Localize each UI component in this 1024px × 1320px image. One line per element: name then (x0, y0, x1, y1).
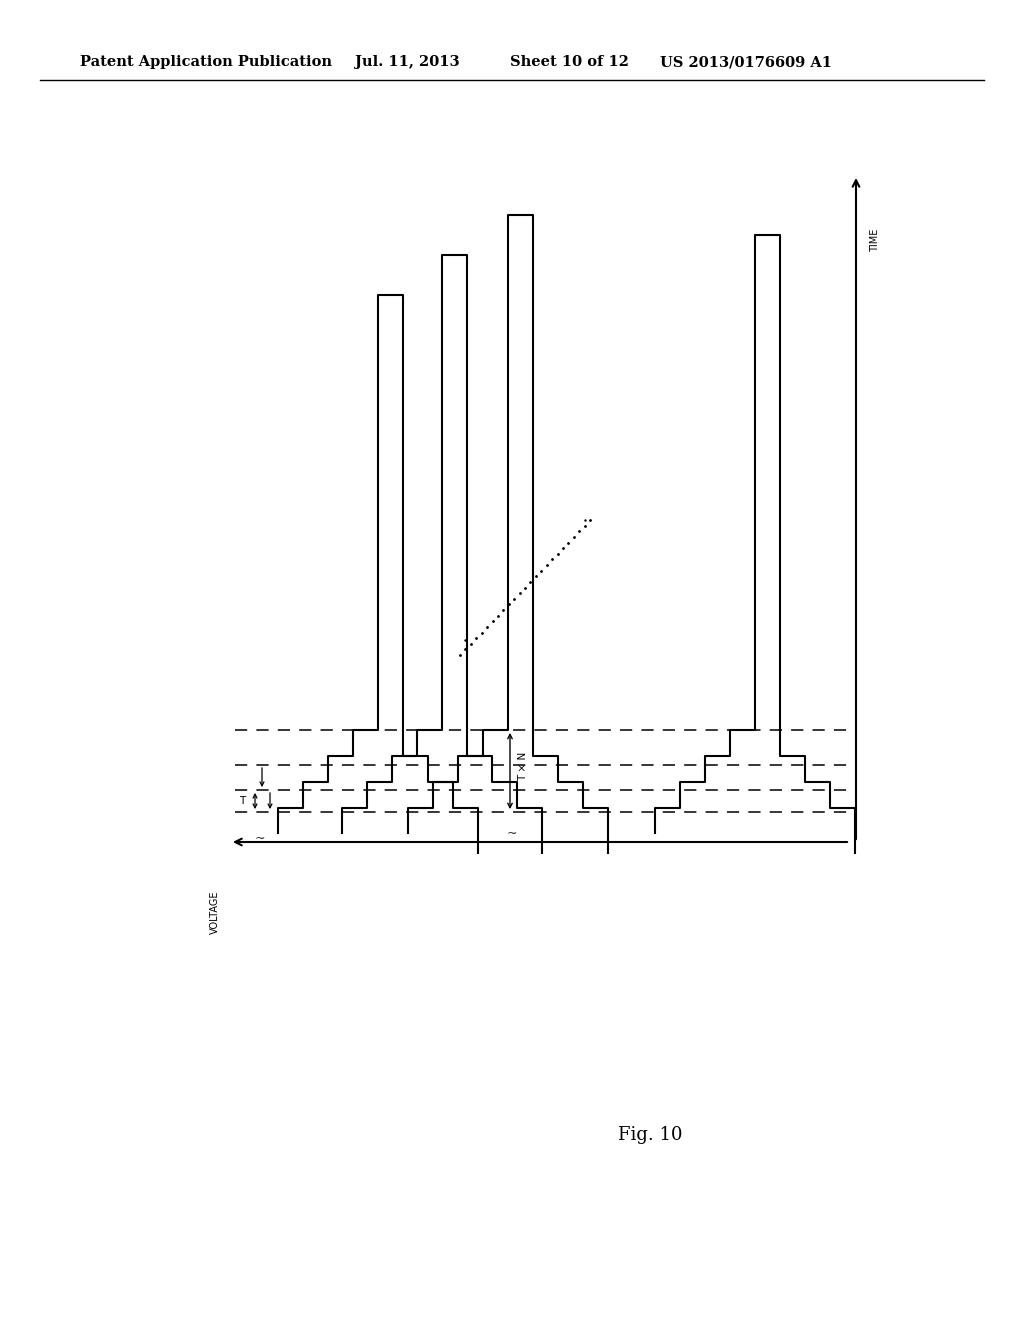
Text: VOLTAGE: VOLTAGE (210, 890, 220, 933)
Text: ~: ~ (255, 832, 265, 845)
Text: ~: ~ (507, 828, 517, 840)
Text: T: T (239, 796, 245, 807)
Text: Jul. 11, 2013: Jul. 11, 2013 (355, 55, 460, 69)
Text: Fig. 10: Fig. 10 (617, 1126, 682, 1144)
Text: Patent Application Publication: Patent Application Publication (80, 55, 332, 69)
Text: Sheet 10 of 12: Sheet 10 of 12 (510, 55, 629, 69)
Text: US 2013/0176609 A1: US 2013/0176609 A1 (660, 55, 831, 69)
Text: TIME: TIME (870, 228, 880, 252)
Text: T × N: T × N (518, 751, 528, 780)
